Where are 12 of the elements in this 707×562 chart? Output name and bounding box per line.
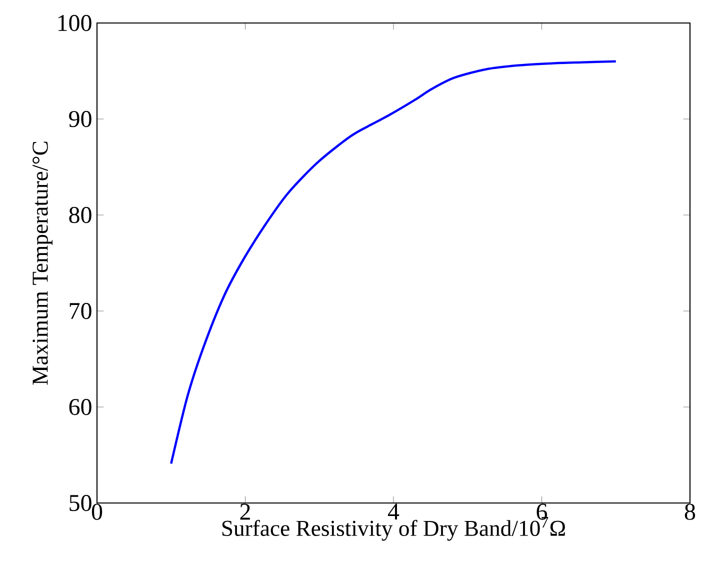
x-tick-label: 8 [684,504,696,520]
y-axis-title: Maximum Temperature/°C [32,142,52,385]
y-tick-label: 60 [69,398,92,416]
y-tick-label: 90 [69,110,92,128]
x-tick-label: 2 [240,504,250,520]
x-tick-label: 0 [92,504,102,520]
x-tick-label: 4 [388,504,400,520]
y-tick-label: 50 [70,494,92,512]
y-tick-label: 70 [70,302,92,320]
line-series [170,60,617,465]
y-tick-label: 100 [58,14,92,32]
y-tick-label: 80 [69,206,92,224]
